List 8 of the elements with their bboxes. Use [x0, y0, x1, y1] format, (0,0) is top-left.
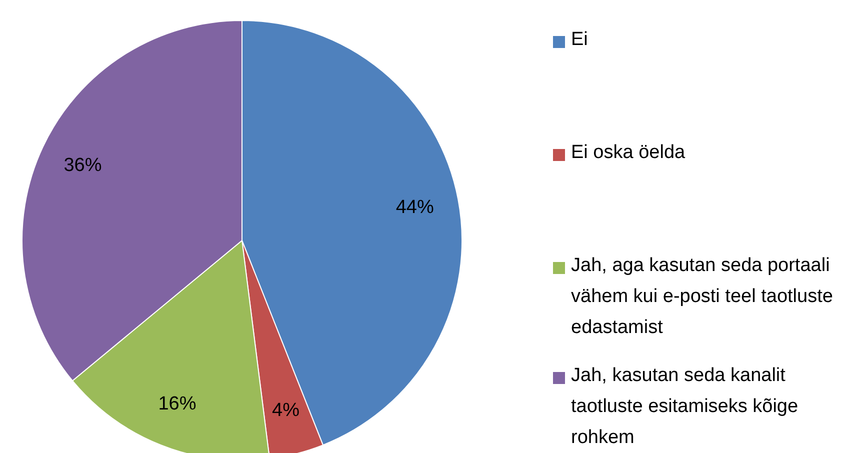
- data-label: 44%: [396, 196, 434, 218]
- data-label: 16%: [158, 393, 196, 414]
- legend-label: Jah, aga kasutan seda portaali vähem kui e-posti teel taotluste edastamist: [571, 254, 834, 340]
- legend-label: Ei: [571, 28, 589, 52]
- legend-label: Ei oska öelda: [571, 141, 686, 165]
- data-label: 36%: [64, 154, 102, 176]
- legend-label: Jah, kasutan seda kanalit taotluste esitamiseks kõige rohkem: [571, 364, 800, 450]
- data-label: 4%: [272, 400, 300, 422]
